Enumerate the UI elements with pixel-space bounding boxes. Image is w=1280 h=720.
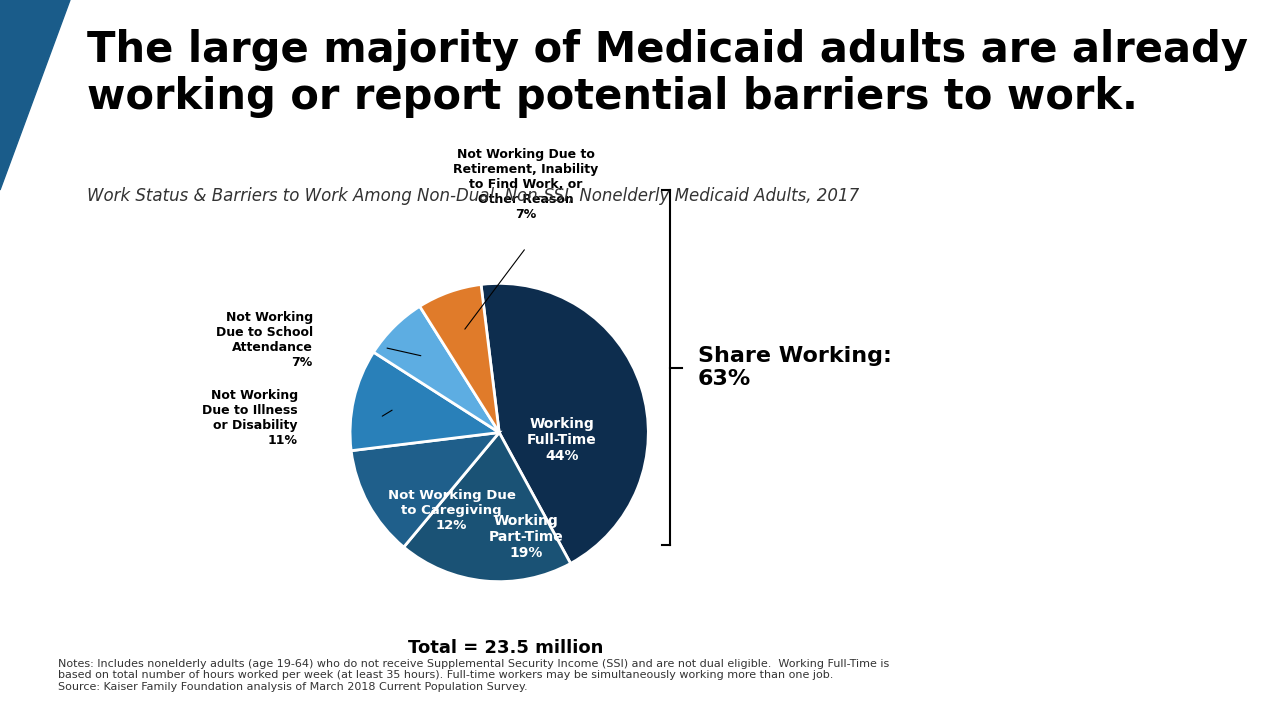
Text: Total = 23.5 million: Total = 23.5 million: [408, 639, 603, 657]
Wedge shape: [420, 284, 499, 433]
Text: Not Working Due
to Caregiving
12%: Not Working Due to Caregiving 12%: [388, 489, 516, 531]
Wedge shape: [374, 306, 499, 433]
Text: The large majority of Medicaid adults are already
working or report potential ba: The large majority of Medicaid adults ar…: [87, 29, 1248, 118]
Text: Not Working Due to
Retirement, Inability
to Find Work, or
Other Reason
7%: Not Working Due to Retirement, Inability…: [453, 148, 599, 221]
Text: Share Working:
63%: Share Working: 63%: [698, 346, 891, 389]
Text: Working
Full-Time
44%: Working Full-Time 44%: [527, 417, 596, 463]
Wedge shape: [349, 352, 499, 451]
Text: HENRY J KAISER
FAMILY FOUNDATION: HENRY J KAISER FAMILY FOUNDATION: [1148, 683, 1226, 703]
Text: Work Status & Barriers to Work Among Non-Dual, Non-SSI, Nonelderly Medicaid Adul: Work Status & Barriers to Work Among Non…: [87, 187, 859, 205]
Text: Working
Part-Time
19%: Working Part-Time 19%: [489, 513, 563, 560]
Wedge shape: [351, 433, 499, 547]
Polygon shape: [0, 0, 70, 190]
Text: Not Working
Due to Illness
or Disability
11%: Not Working Due to Illness or Disability…: [202, 389, 298, 446]
Text: KFF: KFF: [1148, 634, 1226, 667]
Text: Notes: Includes nonelderly adults (age 19-64) who do not receive Supplemental Se: Notes: Includes nonelderly adults (age 1…: [58, 659, 888, 692]
Wedge shape: [403, 433, 571, 582]
Wedge shape: [481, 284, 649, 564]
Text: Not Working
Due to School
Attendance
7%: Not Working Due to School Attendance 7%: [215, 311, 312, 369]
